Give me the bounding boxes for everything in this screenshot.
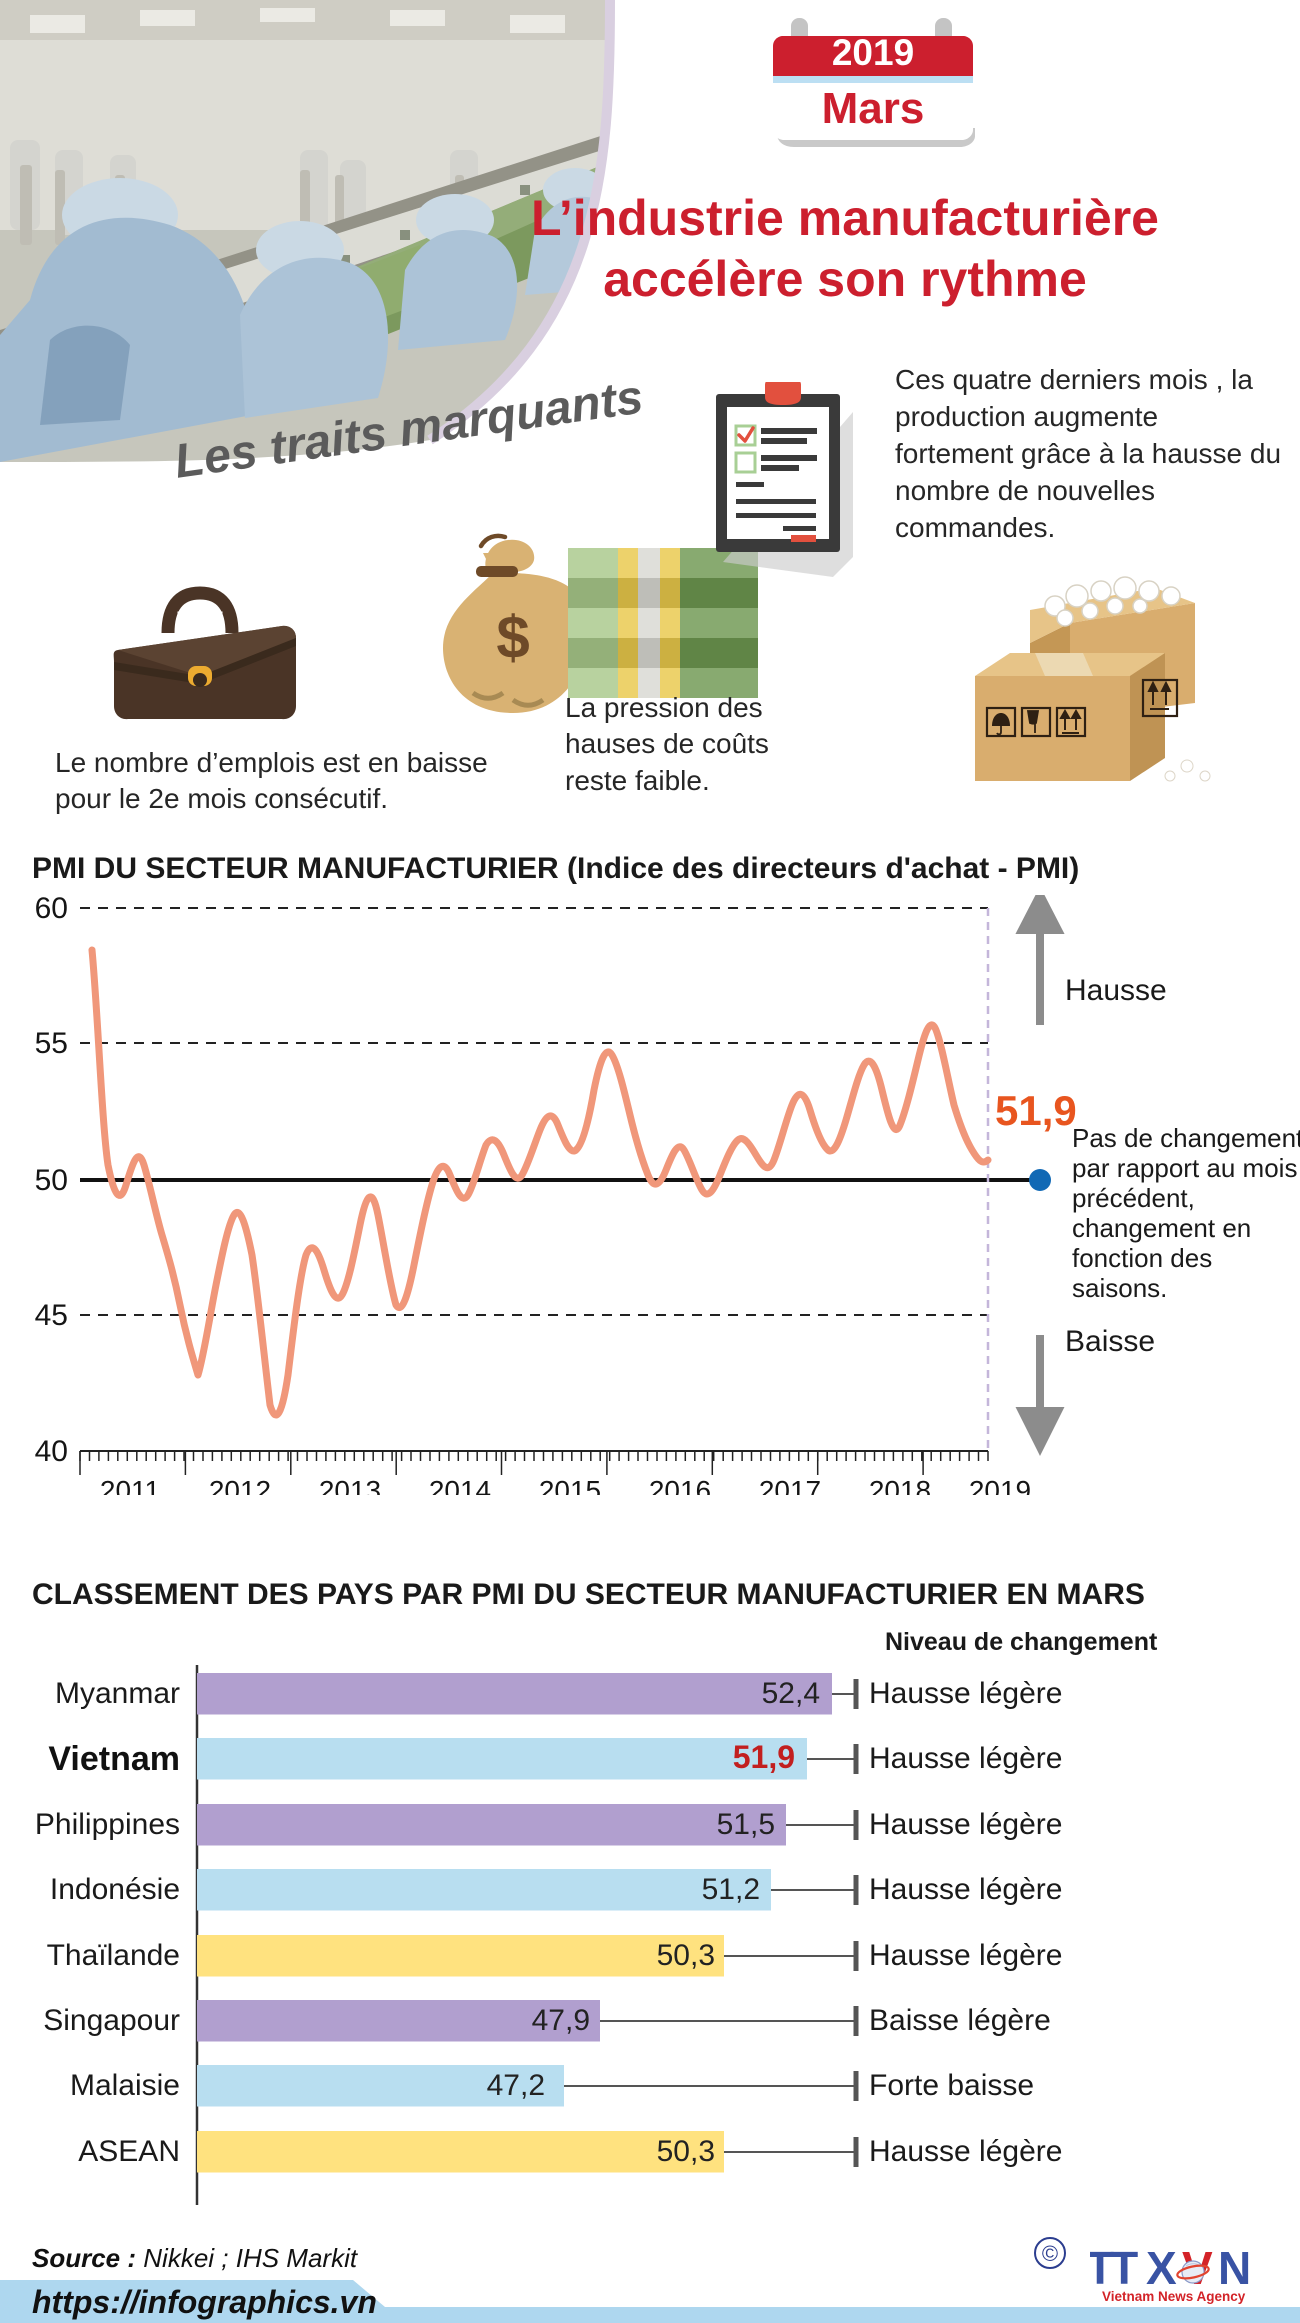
svg-text:Hausse légère: Hausse légère [869,1808,1062,1841]
svg-text:51,9: 51,9 [995,1087,1077,1134]
svg-text:Hausse légère: Hausse légère [869,2135,1062,2168]
svg-text:2018: 2018 [869,1475,931,1495]
svg-text:Indonésie: Indonésie [50,1873,180,1906]
svg-text:51,9: 51,9 [733,1739,795,1775]
svg-text:Forte baisse: Forte baisse [869,2069,1034,2102]
svg-text:Hausse légère: Hausse légère [869,1677,1062,1710]
svg-text:45: 45 [35,1299,68,1332]
svg-text:N: N [1218,2242,1251,2294]
svg-text:Pas de changement: Pas de changement [1072,1123,1300,1153]
svg-text:2016: 2016 [649,1475,711,1495]
svg-text:Baisse: Baisse [1065,1325,1155,1358]
svg-text:60: 60 [35,895,68,925]
svg-text:47,2: 47,2 [487,2069,545,2102]
svg-text:Hausse: Hausse [1065,974,1167,1007]
svg-text:saisons.: saisons. [1072,1273,1167,1303]
svg-text:Thaïlande: Thaïlande [47,1939,180,1972]
svg-text:Vietnam: Vietnam [48,1740,180,1778]
svg-text:fonction des: fonction des [1072,1243,1212,1273]
svg-text:changement en: changement en [1072,1213,1251,1243]
svg-text:2017: 2017 [759,1475,821,1495]
svg-text:52,4: 52,4 [762,1677,820,1710]
svg-text:Vietnam News Agency: Vietnam News Agency [1102,2289,1246,2304]
svg-text:50: 50 [35,1164,68,1197]
svg-text:Hausse légère: Hausse légère [869,1742,1062,1775]
svg-text:2012: 2012 [209,1475,271,1495]
svg-text:Singapour: Singapour [43,2004,180,2037]
svg-text:Baisse légère: Baisse légère [869,2004,1051,2037]
svg-text:ASEAN: ASEAN [78,2135,180,2168]
svg-text:Malaisie: Malaisie [70,2069,180,2102]
svg-text:Myanmar: Myanmar [55,1677,180,1710]
svg-text:50,3: 50,3 [657,1939,715,1972]
svg-text:TT: TT [1090,2242,1138,2294]
svg-text:2019: 2019 [832,32,914,73]
svg-text:50,3: 50,3 [657,2135,715,2168]
svg-text:51,5: 51,5 [717,1808,775,1841]
svg-text:47,9: 47,9 [532,2004,590,2037]
svg-text:précédent,: précédent, [1072,1183,1195,1213]
svg-text:40: 40 [35,1435,68,1468]
svg-text:X: X [1146,2242,1177,2294]
svg-text:Hausse légère: Hausse légère [869,1873,1062,1906]
svg-text:51,2: 51,2 [702,1873,760,1906]
svg-text:Mars: Mars [822,84,925,133]
svg-text:Hausse légère: Hausse légère [869,1939,1062,1972]
svg-text:55: 55 [35,1027,68,1060]
svg-text:2015: 2015 [539,1475,601,1495]
svg-text:2014: 2014 [429,1475,491,1495]
svg-text:par rapport au mois: par rapport au mois [1072,1153,1297,1183]
svg-text:Philippines: Philippines [35,1808,180,1841]
svg-text:2011: 2011 [100,1475,160,1495]
svg-text:2019: 2019 [969,1475,1031,1495]
svg-text:$: $ [496,604,529,671]
svg-text:2013: 2013 [319,1475,381,1495]
